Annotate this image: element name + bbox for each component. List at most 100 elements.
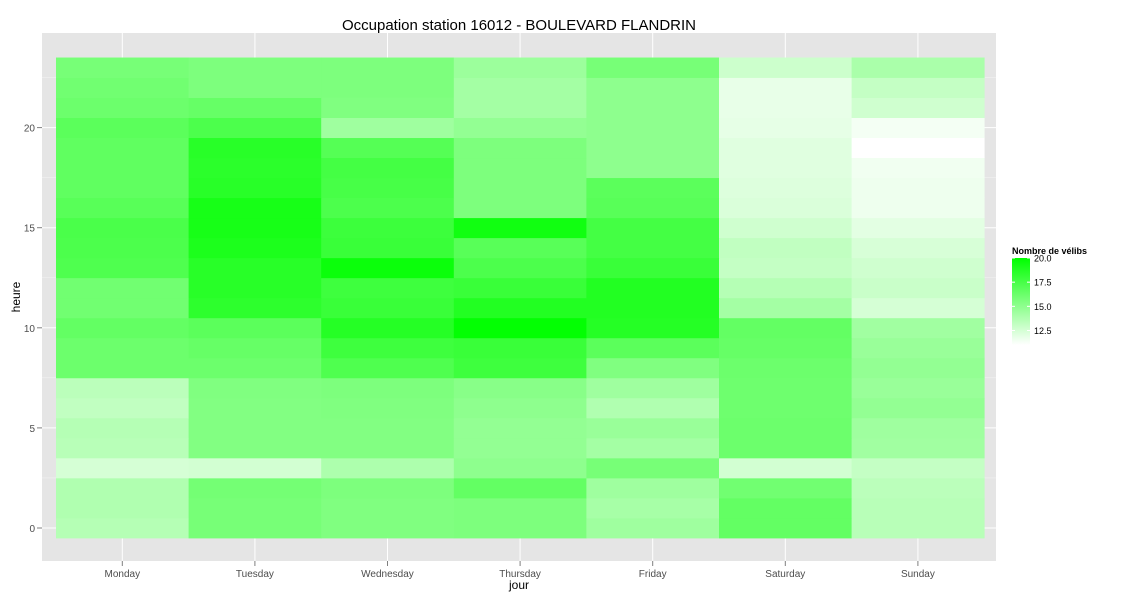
legend-tick-label: 17.5 <box>1034 278 1052 288</box>
heatmap-tile <box>321 77 455 98</box>
heatmap-tile <box>56 177 189 199</box>
heatmap-tile <box>56 257 189 279</box>
heatmap-tile <box>188 337 322 359</box>
heatmap-tile <box>586 417 720 439</box>
heatmap-tile <box>586 357 720 379</box>
heatmap-tile <box>851 377 985 399</box>
heatmap-tile <box>719 477 852 499</box>
heatmap-tile <box>851 77 985 98</box>
heatmap-tile <box>56 197 189 219</box>
heatmap-tile <box>188 277 322 299</box>
x-tick-label: Saturday <box>765 569 805 580</box>
heatmap-tile <box>453 217 587 239</box>
heatmap-tile <box>719 297 852 319</box>
heatmap-tile <box>851 317 985 339</box>
heatmap-tile <box>719 157 852 179</box>
heatmap-tile <box>321 317 455 339</box>
heatmap-tile <box>56 77 189 98</box>
heatmap-tile <box>586 377 720 399</box>
heatmap-tile <box>188 477 322 499</box>
heatmap-tile <box>719 117 852 139</box>
heatmap-tile <box>586 497 720 519</box>
heatmap-tile <box>188 417 322 439</box>
heatmap-tile <box>453 77 587 98</box>
heatmap-tile <box>453 377 587 399</box>
heatmap-tile <box>321 117 455 139</box>
heatmap-tile <box>188 397 322 419</box>
heatmap-tiles <box>56 57 985 539</box>
legend-ticks: 20.0 17.5 15.0 12.5 <box>1012 254 1052 336</box>
heatmap-tile <box>321 177 455 199</box>
heatmap-tile <box>188 77 322 98</box>
heatmap-tile <box>321 237 455 259</box>
legend-tick-label: 20.0 <box>1034 254 1052 264</box>
heatmap-tile <box>321 257 455 279</box>
heatmap-tile <box>719 317 852 339</box>
heatmap-tile <box>851 217 985 239</box>
heatmap-tile <box>719 377 852 399</box>
heatmap-tile <box>453 517 587 539</box>
heatmap-tile <box>586 317 720 339</box>
heatmap-tile <box>188 197 322 219</box>
heatmap-tile <box>719 357 852 379</box>
heatmap-tile <box>851 277 985 299</box>
heatmap-tile <box>453 297 587 319</box>
heatmap-tile <box>56 337 189 359</box>
x-tick-label: Sunday <box>901 569 935 580</box>
y-axis-title: heure <box>9 281 23 312</box>
heatmap-tile <box>453 277 587 299</box>
heatmap-tile <box>188 237 322 259</box>
heatmap-tile <box>453 197 587 219</box>
heatmap-tile <box>56 497 189 519</box>
heatmap-tile <box>453 117 587 139</box>
legend-colorbar <box>1012 258 1030 345</box>
heatmap-tile <box>188 377 322 399</box>
heatmap-tile <box>719 177 852 199</box>
heatmap-tile <box>56 317 189 339</box>
heatmap-tile <box>321 457 455 479</box>
chart-title: Occupation station 16012 - BOULEVARD FLA… <box>342 17 696 34</box>
heatmap-tile <box>321 497 455 519</box>
heatmap-tile <box>453 477 587 499</box>
heatmap-tile <box>453 397 587 419</box>
heatmap-tile <box>188 517 322 539</box>
heatmap-tile <box>851 397 985 419</box>
heatmap-tile <box>719 57 852 78</box>
x-tick-label: Friday <box>639 569 667 580</box>
x-axis: Monday Tuesday Wednesday Thursday Friday Satu… <box>105 561 935 580</box>
heatmap-tile <box>851 457 985 479</box>
heatmap-tile <box>586 477 720 499</box>
heatmap-tile <box>719 437 852 459</box>
y-tick-label: 5 <box>29 424 35 435</box>
heatmap-tile <box>719 497 852 519</box>
heatmap-tile <box>321 397 455 419</box>
heatmap-tile <box>851 477 985 499</box>
heatmap-tile <box>321 137 455 159</box>
heatmap-tile <box>851 437 985 459</box>
heatmap-tile <box>586 257 720 279</box>
heatmap-tile <box>188 137 322 159</box>
heatmap-tile <box>56 277 189 299</box>
y-tick-label: 15 <box>24 224 36 235</box>
heatmap-tile <box>453 317 587 339</box>
heatmap-tile <box>321 277 455 299</box>
heatmap-tile <box>851 337 985 359</box>
heatmap-tile <box>586 337 720 359</box>
heatmap-tile <box>56 137 189 159</box>
heatmap-tile <box>56 477 189 499</box>
heatmap-tile <box>453 417 587 439</box>
heatmap-tile <box>453 57 587 78</box>
heatmap-tile <box>586 77 720 98</box>
heatmap-tile <box>56 237 189 259</box>
heatmap-tile <box>453 97 587 118</box>
heatmap-tile <box>851 57 985 78</box>
heatmap-tile <box>719 257 852 279</box>
heatmap-tile <box>188 357 322 379</box>
heatmap-tile <box>586 437 720 459</box>
heatmap-tile <box>321 337 455 359</box>
heatmap-tile <box>188 297 322 319</box>
heatmap-tile <box>56 397 189 419</box>
heatmap-tile <box>321 297 455 319</box>
heatmap-tile <box>586 177 720 199</box>
